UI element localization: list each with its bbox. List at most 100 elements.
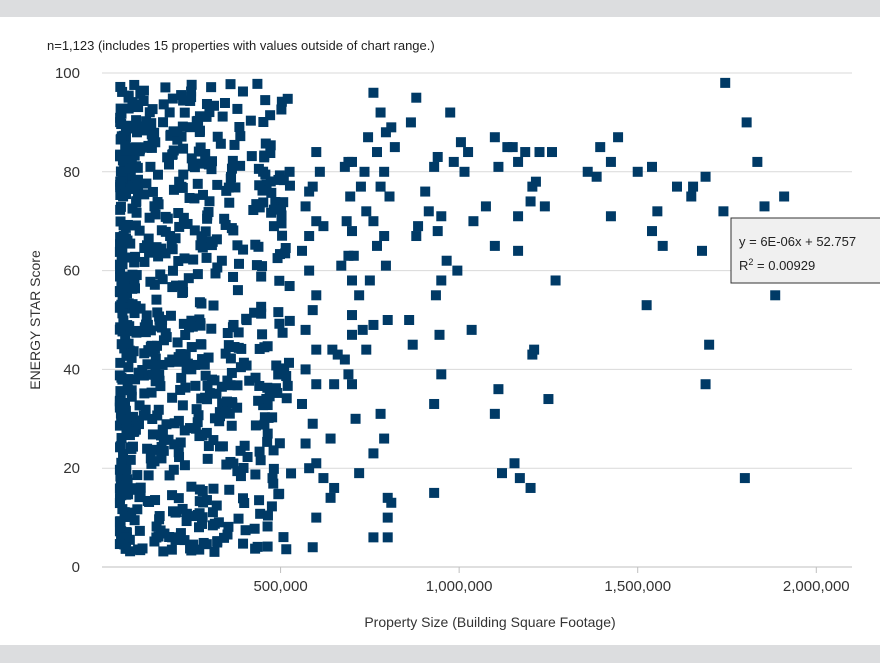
data-point [229, 139, 240, 150]
data-point [208, 435, 219, 446]
data-point [131, 142, 142, 153]
data-point [118, 532, 129, 543]
data-point [135, 303, 146, 314]
data-point [123, 103, 134, 114]
data-point [139, 189, 150, 200]
data-point [354, 468, 365, 479]
data-point [129, 257, 140, 268]
data-point [115, 519, 126, 530]
data-point [268, 463, 279, 474]
data-point [343, 369, 354, 380]
data-point [119, 280, 130, 291]
data-point [168, 464, 179, 475]
data-point [273, 307, 284, 318]
data-point [547, 147, 557, 158]
data-point [141, 319, 152, 330]
y-tick-label: 20 [63, 460, 80, 477]
data-point [114, 464, 125, 475]
data-point [115, 480, 126, 491]
data-point [115, 322, 126, 333]
data-point [255, 455, 266, 466]
data-point [161, 332, 172, 343]
data-point [248, 205, 259, 216]
data-point [527, 349, 538, 360]
data-point [126, 352, 137, 363]
data-point [177, 280, 188, 291]
data-point [115, 103, 126, 114]
data-point [489, 132, 500, 143]
data-point [300, 438, 311, 449]
data-point [154, 514, 165, 525]
data-point [175, 384, 186, 395]
data-point [225, 353, 236, 364]
data-point [228, 271, 239, 282]
data-point [131, 327, 142, 338]
data-point [199, 359, 210, 370]
data-point [115, 244, 126, 255]
data-point [131, 207, 142, 218]
data-point [185, 122, 196, 133]
data-point [613, 132, 624, 143]
data-point [380, 127, 391, 138]
data-point [254, 380, 265, 391]
data-point [164, 159, 175, 170]
data-point [123, 362, 134, 373]
data-point [123, 298, 134, 309]
data-point [143, 140, 154, 151]
data-point [779, 191, 790, 202]
data-point [116, 133, 127, 144]
data-point [339, 354, 350, 365]
data-point [161, 419, 172, 430]
data-point [235, 471, 246, 482]
data-point [493, 384, 504, 395]
data-point [194, 544, 205, 555]
data-point [357, 324, 368, 335]
data-point [429, 398, 440, 409]
data-point [194, 484, 205, 495]
data-point [235, 445, 246, 456]
data-point [155, 321, 166, 332]
data-point [188, 539, 199, 550]
data-point [368, 87, 379, 98]
data-point [226, 223, 237, 234]
data-point [129, 308, 140, 319]
data-point [311, 290, 322, 301]
data-point [201, 252, 212, 263]
data-point [152, 340, 163, 351]
data-point [235, 160, 246, 171]
data-point [178, 287, 189, 298]
data-point [116, 457, 127, 468]
data-point [137, 365, 148, 376]
data-point [174, 176, 185, 187]
data-point [343, 250, 354, 261]
data-point [186, 364, 197, 375]
data-point [259, 419, 270, 430]
data-point [237, 493, 248, 504]
trendline-equation-box: y = 6E-06x + 52.757 R2 = 0.00929 [730, 217, 880, 284]
data-point [120, 140, 131, 151]
data-point [168, 126, 179, 137]
data-point [250, 543, 261, 554]
data-point [260, 169, 271, 180]
data-point [220, 348, 231, 359]
data-point [127, 97, 138, 108]
data-point [147, 135, 158, 146]
data-point [238, 538, 249, 549]
data-point [336, 260, 347, 271]
data-point [480, 201, 491, 212]
data-point [318, 473, 329, 484]
data-point [138, 95, 149, 106]
data-point [332, 349, 343, 360]
data-point [125, 546, 136, 557]
data-point [232, 380, 243, 391]
data-point [167, 490, 178, 501]
data-point [411, 92, 422, 103]
data-point [144, 496, 155, 507]
data-point [277, 327, 288, 338]
data-point [121, 511, 132, 522]
data-point [700, 379, 711, 390]
data-point [123, 338, 134, 349]
data-point [173, 208, 184, 219]
data-point [196, 158, 207, 169]
data-point [225, 173, 236, 184]
